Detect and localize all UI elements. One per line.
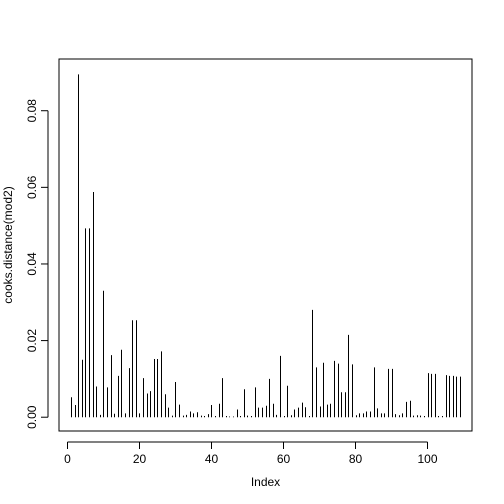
x-axis: 0 20 40 60 80 100 <box>64 441 438 466</box>
x-tick-label: 100 <box>417 452 437 466</box>
x-tick-label: 0 <box>64 452 71 466</box>
plot-frame <box>58 58 473 432</box>
y-tick-label: 0.00 <box>25 405 39 429</box>
x-tick-label: 60 <box>277 452 291 466</box>
x-tick-label: 20 <box>133 452 147 466</box>
y-axis: 0.00 0.02 0.04 0.06 0.08 <box>25 99 49 429</box>
bars-group <box>71 74 461 418</box>
y-tick-label: 0.04 <box>25 252 39 276</box>
y-tick-label: 0.08 <box>25 99 39 123</box>
y-tick-label: 0.02 <box>25 329 39 353</box>
x-axis-label: Index <box>251 475 280 489</box>
x-tick-label: 80 <box>349 452 363 466</box>
x-tick-label: 40 <box>205 452 219 466</box>
y-tick-label: 0.06 <box>25 175 39 199</box>
y-axis-label: cooks.distance(mod2) <box>1 186 15 303</box>
